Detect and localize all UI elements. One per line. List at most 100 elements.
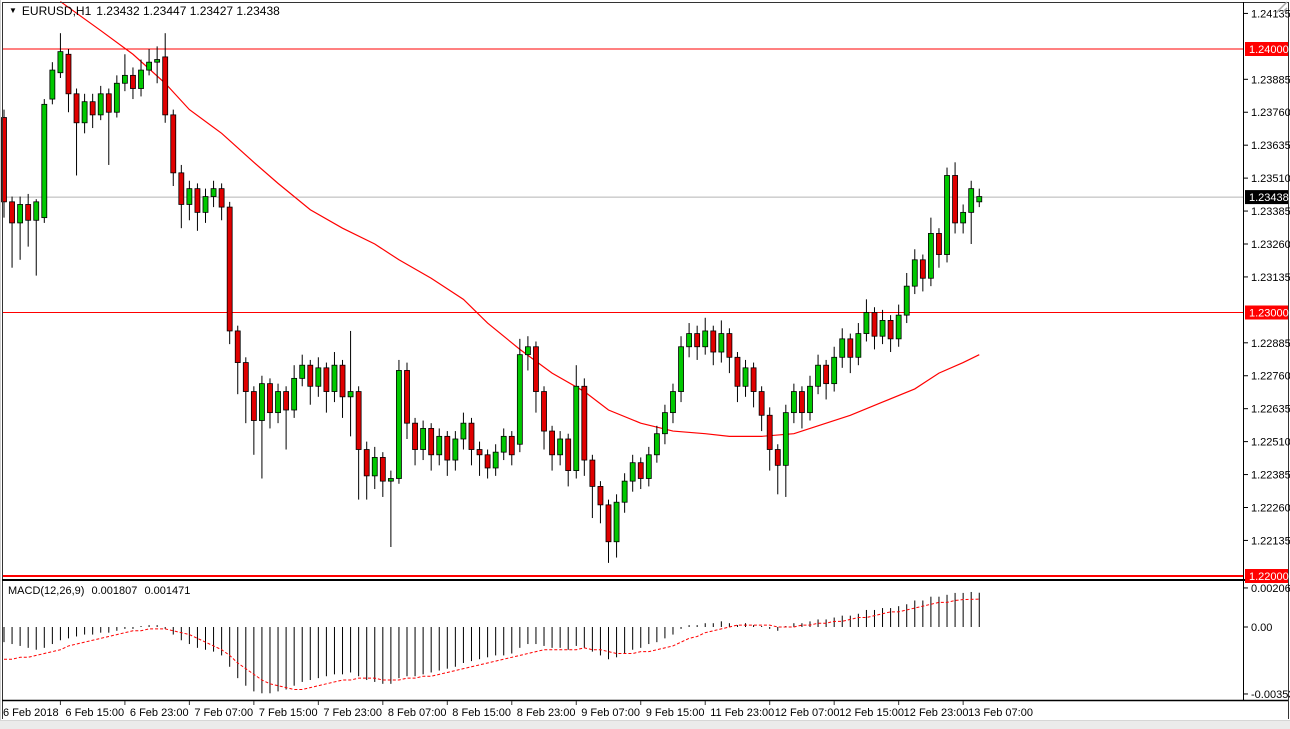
candle bbox=[113, 82, 120, 113]
macd-main-value: 0.001807 bbox=[91, 585, 138, 597]
candle bbox=[492, 451, 499, 469]
candle bbox=[597, 486, 604, 506]
candle bbox=[645, 454, 652, 479]
candle bbox=[444, 435, 451, 461]
candle bbox=[573, 385, 580, 471]
candle bbox=[976, 196, 983, 203]
price-tick-label: 1.22635 bbox=[1251, 404, 1290, 416]
candle bbox=[621, 480, 628, 503]
time-tick-label: 13 Feb 07:00 bbox=[968, 707, 1033, 719]
time-tick-label: 6 Feb 15:00 bbox=[65, 707, 124, 719]
candle bbox=[919, 259, 926, 279]
candle bbox=[275, 391, 281, 414]
candle bbox=[960, 211, 967, 224]
candle bbox=[379, 457, 386, 482]
macd-axis[interactable]: 0.002062 0.00 -0.003536 bbox=[1243, 583, 1290, 701]
candle bbox=[97, 93, 104, 116]
price-axis[interactable]: 1.24135 1.24000 1.23885 1.23760 1.23635 1.235… bbox=[1243, 8, 1290, 583]
candle bbox=[57, 51, 64, 74]
candle bbox=[291, 377, 298, 411]
candle bbox=[952, 175, 958, 224]
time-tick-label: 11 Feb 23:00 bbox=[710, 707, 774, 719]
time-tick-label: 7 Feb 07:00 bbox=[194, 707, 253, 719]
candle bbox=[484, 454, 491, 469]
candle bbox=[267, 383, 273, 414]
candle bbox=[49, 69, 56, 100]
candle bbox=[790, 391, 797, 414]
symbol-title: EURUSD,H1 bbox=[21, 4, 92, 18]
candle bbox=[299, 364, 306, 379]
candle bbox=[718, 333, 725, 353]
candle bbox=[41, 103, 48, 219]
candle bbox=[468, 422, 475, 450]
candle bbox=[702, 330, 709, 348]
candle bbox=[968, 188, 975, 213]
candle bbox=[412, 422, 418, 450]
candle bbox=[122, 74, 128, 84]
candle bbox=[871, 312, 878, 337]
candle bbox=[162, 56, 169, 116]
candle bbox=[549, 430, 555, 456]
candle bbox=[565, 438, 572, 472]
candle bbox=[855, 333, 862, 358]
time-tick-label: 9 Feb 07:00 bbox=[581, 707, 640, 719]
price-tick-label: 1.22260 bbox=[1251, 502, 1290, 514]
candle bbox=[678, 346, 684, 392]
candle bbox=[831, 356, 838, 385]
price-tick-label: 1.23510 bbox=[1251, 173, 1290, 185]
candle bbox=[605, 504, 612, 543]
time-axis[interactable]: 6 Feb 2018 6 Feb 15:00 6 Feb 23:00 7 Feb 07… bbox=[3, 701, 1033, 719]
candle bbox=[226, 206, 233, 332]
price-tick-label: 1.23760 bbox=[1251, 107, 1290, 119]
level-price-badge bbox=[1245, 305, 1288, 320]
candle bbox=[782, 412, 789, 466]
candle bbox=[839, 338, 846, 358]
candle bbox=[629, 462, 636, 482]
symbol-dropdown-icon[interactable]: ▼ bbox=[9, 6, 17, 15]
candle bbox=[766, 414, 773, 450]
macd-histogram bbox=[3, 591, 980, 694]
macd-plot-area[interactable] bbox=[3, 583, 1243, 699]
candle bbox=[105, 93, 112, 113]
candle bbox=[363, 449, 370, 477]
level-price-badge bbox=[1245, 42, 1288, 56]
candle bbox=[662, 412, 668, 435]
candle bbox=[710, 330, 717, 353]
candle bbox=[726, 333, 733, 358]
candle bbox=[911, 259, 918, 287]
candle bbox=[903, 285, 910, 316]
candle bbox=[242, 362, 249, 392]
price-badge-label: 1.24000 bbox=[1249, 44, 1289, 56]
candle bbox=[863, 312, 870, 334]
candle bbox=[758, 391, 765, 416]
candle bbox=[146, 61, 152, 71]
candle bbox=[799, 391, 805, 414]
candle bbox=[73, 93, 80, 124]
chart-header: ▼ EURUSD,H1 1.23432 1.23447 1.23427 1.23… bbox=[9, 4, 280, 18]
candle bbox=[33, 201, 40, 221]
time-tick-label: 12 Feb 07:00 bbox=[775, 707, 840, 719]
candle bbox=[807, 385, 813, 414]
candle bbox=[202, 196, 209, 213]
candle bbox=[259, 383, 265, 421]
candle bbox=[525, 346, 531, 356]
candle bbox=[516, 354, 523, 445]
price-tick-label: 1.23885 bbox=[1251, 74, 1290, 86]
candle bbox=[9, 201, 15, 224]
price-tick-label: 1.23135 bbox=[1251, 272, 1290, 284]
candle bbox=[533, 346, 539, 392]
candle bbox=[476, 449, 483, 456]
time-tick-label: 6 Feb 2018 bbox=[3, 707, 59, 719]
level-price-badge bbox=[1245, 569, 1288, 583]
candle bbox=[347, 391, 354, 398]
candle bbox=[170, 114, 177, 174]
candle bbox=[742, 367, 749, 387]
candle bbox=[428, 428, 435, 456]
candle bbox=[420, 428, 427, 450]
candle bbox=[944, 175, 950, 255]
candle bbox=[250, 391, 257, 421]
candle bbox=[750, 367, 757, 392]
candle bbox=[460, 422, 467, 440]
